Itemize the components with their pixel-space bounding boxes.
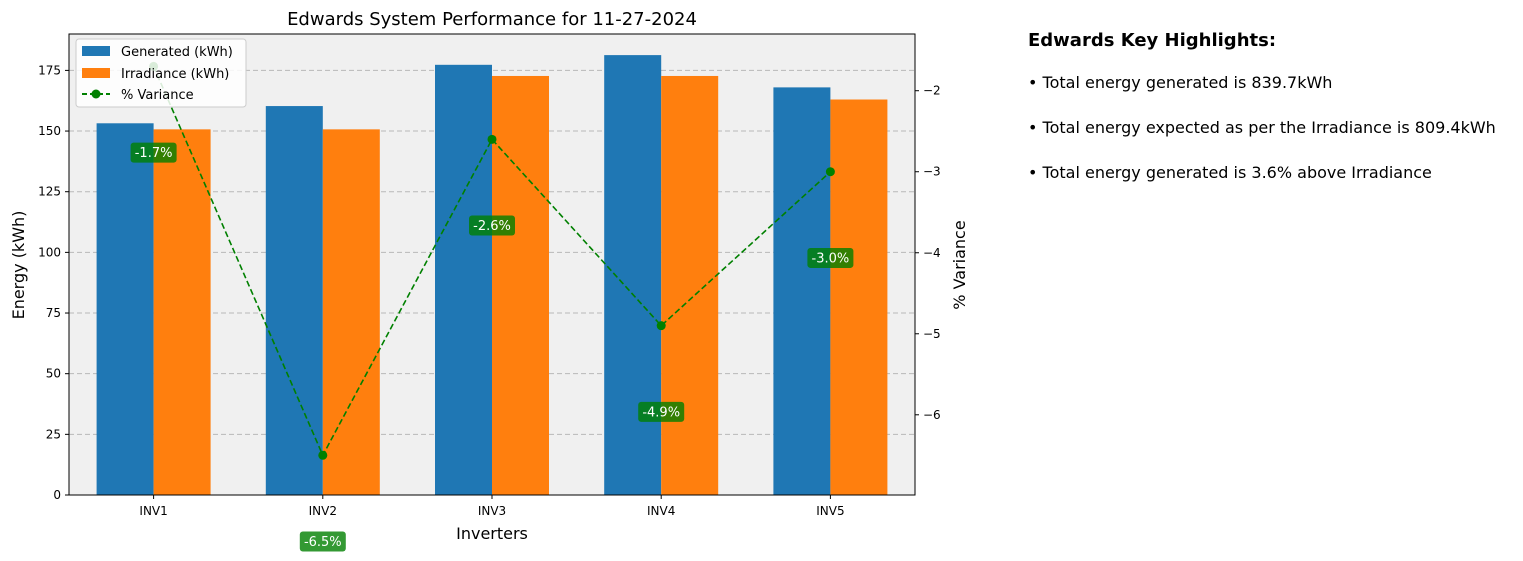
- y-tick-label: 100: [38, 245, 61, 259]
- variance-polyline: [152, 66, 831, 458]
- legend: Generated (kWh) Irradiance (kWh) % Varia…: [75, 38, 247, 108]
- variance-labels: -1.7% -6.5% -2.6% -4.9% -3.0%: [130, 142, 854, 552]
- legend-label-variance: % Variance: [121, 88, 194, 103]
- variance-point: [318, 450, 328, 460]
- variance-label: -3.0%: [812, 251, 850, 266]
- bar-irradiance: [492, 75, 549, 495]
- x-axis-label: Inverters: [456, 524, 528, 543]
- bar-generated: [435, 64, 492, 495]
- y2-tick-label: −6: [923, 408, 941, 422]
- variance-point: [825, 167, 835, 177]
- y-tick-label: 175: [38, 63, 61, 77]
- variance-label: -2.6%: [473, 219, 511, 234]
- variance-label-box: [638, 401, 685, 422]
- variance-label: -1.7%: [135, 146, 173, 161]
- bar-irradiance: [322, 129, 380, 495]
- y2-tick-label: −3: [923, 165, 941, 179]
- bars: [96, 55, 888, 496]
- performance-chart: Edwards System Performance for 11-27-202…: [9, 9, 969, 552]
- bar-irradiance: [661, 75, 719, 495]
- highlights-title: Edwards Key Highlights:: [1028, 30, 1277, 51]
- variance-label-box: [299, 531, 346, 552]
- highlight-item-total-expected: • Total energy expected as per the Irrad…: [1028, 118, 1496, 137]
- variance-label-box: [130, 142, 177, 163]
- highlight-item-variance-summary: • Total energy generated is 3.6% above I…: [1028, 163, 1432, 182]
- variance-label-box: [469, 215, 515, 236]
- x-tick-label: INV4: [647, 504, 675, 518]
- variance-point: [656, 321, 666, 331]
- legend-label-irradiance: Irradiance (kWh): [121, 67, 229, 82]
- y2-tick-label: −5: [923, 327, 941, 341]
- x-tick-label: INV5: [816, 504, 844, 518]
- y-tick-label: 75: [46, 306, 61, 320]
- variance-label-box: [807, 247, 854, 268]
- y2-tick-label: −4: [923, 246, 941, 260]
- axes: 0 25 50 75 100 125 150 175 −6 −5 −4 −3 −2 INV1 INV2 INV…: [38, 63, 941, 518]
- highlights-panel: Edwards Key Highlights: • Total energy g…: [1028, 30, 1518, 208]
- variance-label: -4.9%: [642, 405, 680, 420]
- chart-title: Edwards System Performance for 11-27-202…: [287, 9, 697, 30]
- y-tick-label: 0: [53, 488, 61, 502]
- bar-generated: [604, 55, 662, 495]
- x-tick-label: INV2: [309, 504, 337, 518]
- legend-label-generated: Generated (kWh): [121, 45, 233, 60]
- y-tick-label: 125: [38, 185, 61, 199]
- bar-generated: [773, 87, 831, 496]
- variance-label: -6.5%: [304, 535, 342, 550]
- bar-generated: [265, 106, 323, 495]
- highlight-item-total-generated: • Total energy generated is 839.7kWh: [1028, 73, 1333, 92]
- y2-tick-label: −2: [923, 84, 941, 98]
- x-tick-label: INV1: [139, 504, 167, 518]
- y-tick-label: 50: [46, 367, 61, 381]
- legend-marker-variance: [91, 89, 101, 99]
- bar-irradiance: [830, 99, 888, 495]
- bar-irradiance: [153, 129, 211, 495]
- y-axis-label: Energy (kWh): [9, 211, 28, 320]
- legend-swatch-irradiance: [82, 68, 110, 78]
- y2-axis-label: % Variance: [950, 220, 969, 309]
- bar-generated: [96, 123, 154, 495]
- x-tick-label: INV3: [478, 504, 506, 518]
- legend-swatch-generated: [82, 46, 110, 56]
- y-tick-label: 25: [46, 427, 61, 441]
- legend-box: [75, 38, 247, 108]
- variance-point: [487, 134, 497, 144]
- y-tick-label: 150: [38, 124, 61, 138]
